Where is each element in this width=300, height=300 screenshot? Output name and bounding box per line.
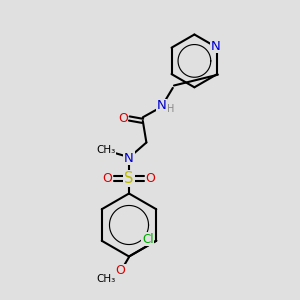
Text: H: H <box>167 104 175 114</box>
Text: O: O <box>146 172 155 185</box>
Text: S: S <box>124 171 134 186</box>
Text: Cl: Cl <box>142 233 154 246</box>
Text: N: N <box>211 40 220 53</box>
Text: N: N <box>124 152 134 165</box>
Text: O: O <box>118 112 128 125</box>
Text: CH₃: CH₃ <box>96 274 116 284</box>
Text: N: N <box>157 99 166 112</box>
Text: O: O <box>103 172 112 185</box>
Text: CH₃: CH₃ <box>96 145 116 155</box>
Text: O: O <box>115 264 125 278</box>
